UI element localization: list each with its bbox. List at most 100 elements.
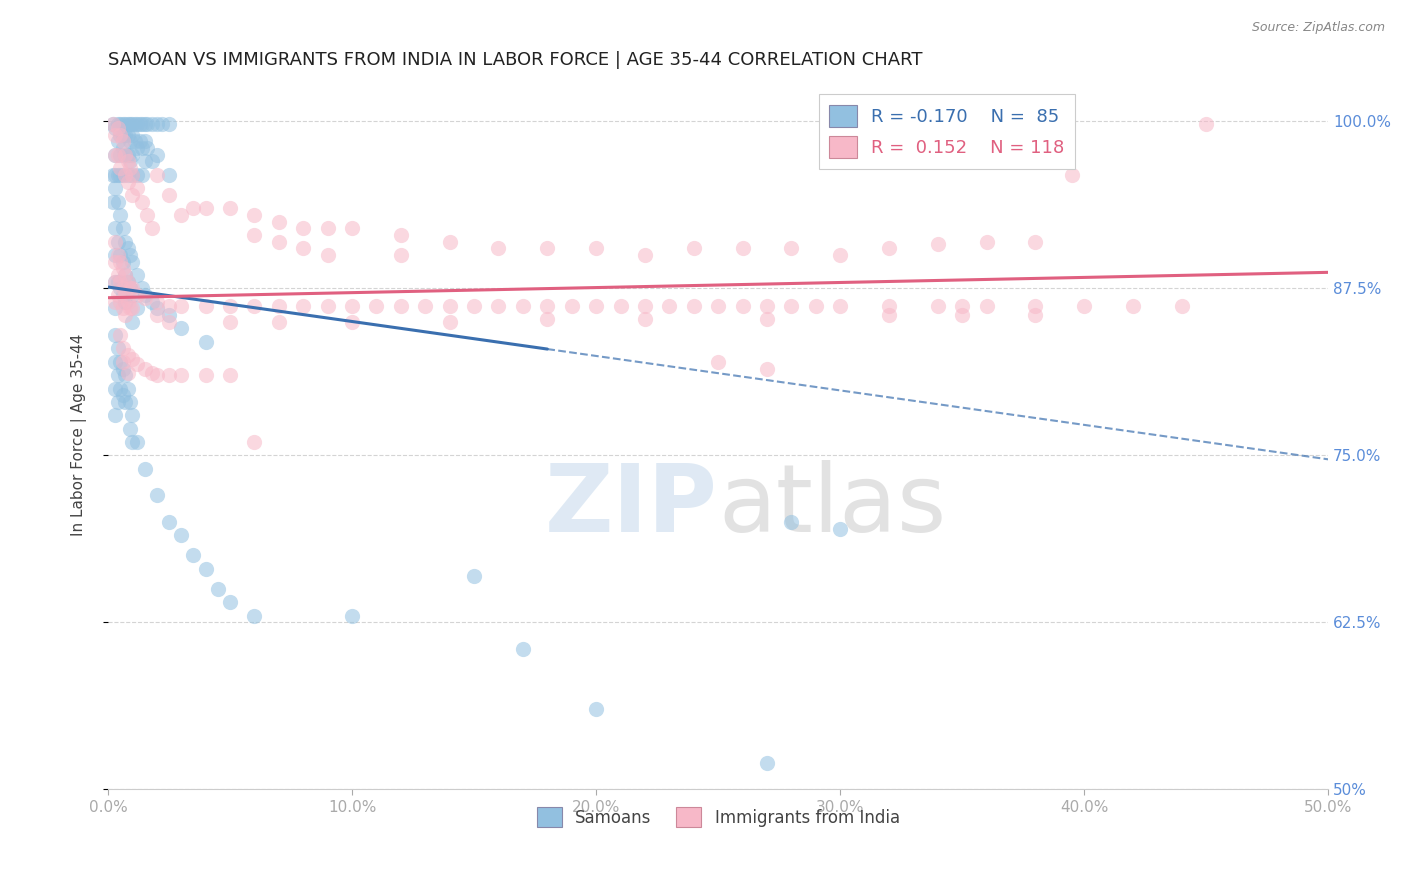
Point <box>134 117 156 131</box>
Point <box>389 248 412 262</box>
Point <box>124 135 146 149</box>
Point <box>439 235 461 249</box>
Point <box>1195 117 1218 131</box>
Text: ZIP: ZIP <box>546 460 718 552</box>
Point <box>101 117 124 131</box>
Point <box>413 299 436 313</box>
Point <box>755 312 778 326</box>
Point <box>804 299 827 313</box>
Point <box>104 355 127 369</box>
Point <box>107 235 129 249</box>
Point <box>121 281 143 295</box>
Point <box>118 395 141 409</box>
Point <box>1073 299 1095 313</box>
Point <box>927 237 949 252</box>
Point <box>114 128 136 142</box>
Point <box>111 388 134 402</box>
Point <box>877 299 900 313</box>
Point <box>146 308 169 322</box>
Point <box>107 117 129 131</box>
Y-axis label: In Labor Force | Age 35-44: In Labor Force | Age 35-44 <box>72 334 87 536</box>
Point <box>111 342 134 356</box>
Point <box>536 241 558 255</box>
Point <box>107 395 129 409</box>
Point <box>110 294 132 309</box>
Point <box>111 301 134 316</box>
Point <box>150 117 173 131</box>
Point <box>134 154 156 169</box>
Point <box>267 214 290 228</box>
Point <box>117 168 139 182</box>
Point <box>267 315 290 329</box>
Point <box>107 342 129 356</box>
Point <box>110 208 132 222</box>
Point <box>110 254 132 268</box>
Point <box>117 275 139 289</box>
Point <box>366 299 388 313</box>
Point <box>157 308 180 322</box>
Point <box>682 299 704 313</box>
Point <box>117 275 139 289</box>
Point <box>463 299 485 313</box>
Point <box>104 254 127 268</box>
Point <box>104 294 127 309</box>
Point <box>609 299 631 313</box>
Point <box>110 128 132 142</box>
Point <box>114 368 136 383</box>
Point <box>111 361 134 376</box>
Point <box>170 321 193 335</box>
Point <box>267 299 290 313</box>
Point <box>104 221 127 235</box>
Point <box>292 241 315 255</box>
Point <box>121 352 143 367</box>
Point <box>183 201 205 215</box>
Point <box>101 168 124 182</box>
Point <box>131 194 153 209</box>
Point <box>114 395 136 409</box>
Point <box>157 168 180 182</box>
Point <box>141 294 163 309</box>
Point <box>389 299 412 313</box>
Point <box>107 248 129 262</box>
Point <box>950 299 973 313</box>
Point <box>131 281 153 295</box>
Point <box>136 141 159 155</box>
Point <box>111 128 134 142</box>
Point <box>243 434 266 449</box>
Point <box>634 312 657 326</box>
Point <box>117 241 139 255</box>
Point <box>104 235 127 249</box>
Point <box>830 522 852 536</box>
Point <box>292 221 315 235</box>
Point <box>114 288 136 302</box>
Point <box>104 248 127 262</box>
Point <box>107 275 129 289</box>
Point <box>219 595 242 609</box>
Point <box>512 642 534 657</box>
Point <box>110 328 132 343</box>
Point <box>207 582 229 596</box>
Point <box>121 187 143 202</box>
Point <box>731 241 754 255</box>
Point <box>146 488 169 502</box>
Point <box>104 328 127 343</box>
Point <box>101 117 124 131</box>
Point <box>117 174 139 188</box>
Point <box>183 549 205 563</box>
Point <box>121 254 143 268</box>
Text: atlas: atlas <box>718 460 946 552</box>
Point <box>157 368 180 383</box>
Point <box>585 702 607 716</box>
Point <box>561 299 583 313</box>
Point <box>121 148 143 162</box>
Point <box>127 268 149 282</box>
Point <box>127 358 149 372</box>
Point <box>512 299 534 313</box>
Point <box>1122 299 1144 313</box>
Point <box>316 299 339 313</box>
Point <box>118 301 141 316</box>
Point <box>127 168 149 182</box>
Point <box>111 117 134 131</box>
Point <box>134 135 156 149</box>
Point <box>877 241 900 255</box>
